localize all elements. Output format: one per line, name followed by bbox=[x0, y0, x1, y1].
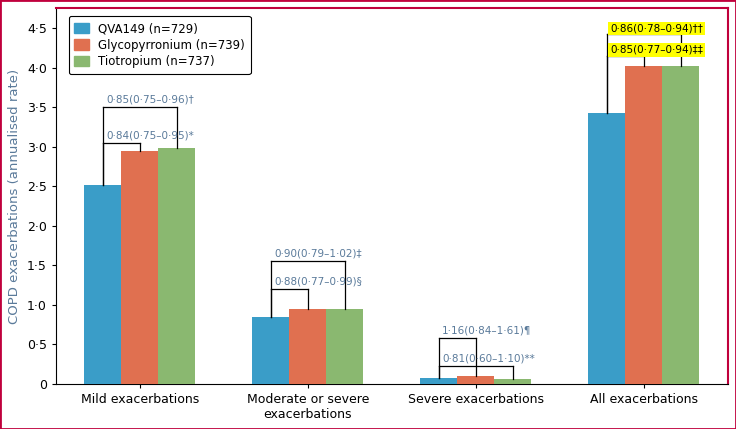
Bar bbox=[588, 113, 625, 384]
Bar bbox=[326, 309, 364, 384]
Text: 0·85(0·75–0·96)†: 0·85(0·75–0·96)† bbox=[106, 95, 194, 105]
Bar bbox=[625, 66, 662, 384]
Text: 0·90(0·79–1·02)‡: 0·90(0·79–1·02)‡ bbox=[275, 249, 362, 259]
Y-axis label: COPD exacerbations (annualised rate): COPD exacerbations (annualised rate) bbox=[8, 68, 21, 323]
Bar bbox=[495, 379, 531, 384]
Legend: QVA149 (n=729), Glycopyrronium (n=739), Tiotropium (n=737): QVA149 (n=729), Glycopyrronium (n=739), … bbox=[68, 16, 251, 74]
Text: 0·85(0·77–0·94)‡‡: 0·85(0·77–0·94)‡‡ bbox=[610, 45, 703, 55]
Bar bbox=[252, 317, 289, 384]
Text: 0·88(0·77–0·99)§: 0·88(0·77–0·99)§ bbox=[275, 276, 362, 287]
Bar bbox=[158, 148, 195, 384]
Bar bbox=[289, 309, 326, 384]
Bar bbox=[121, 151, 158, 384]
Text: 1·16(0·84–1·61)¶: 1·16(0·84–1·61)¶ bbox=[442, 326, 531, 335]
Bar bbox=[85, 184, 121, 384]
Bar bbox=[457, 376, 495, 384]
Bar bbox=[420, 378, 457, 384]
Bar bbox=[662, 66, 699, 384]
Text: 0·86(0·78–0·94)††: 0·86(0·78–0·94)†† bbox=[610, 24, 703, 33]
Text: 0·84(0·75–0·95)*: 0·84(0·75–0·95)* bbox=[106, 130, 194, 140]
Text: 0·81(0·60–1·10)**: 0·81(0·60–1·10)** bbox=[442, 354, 535, 364]
